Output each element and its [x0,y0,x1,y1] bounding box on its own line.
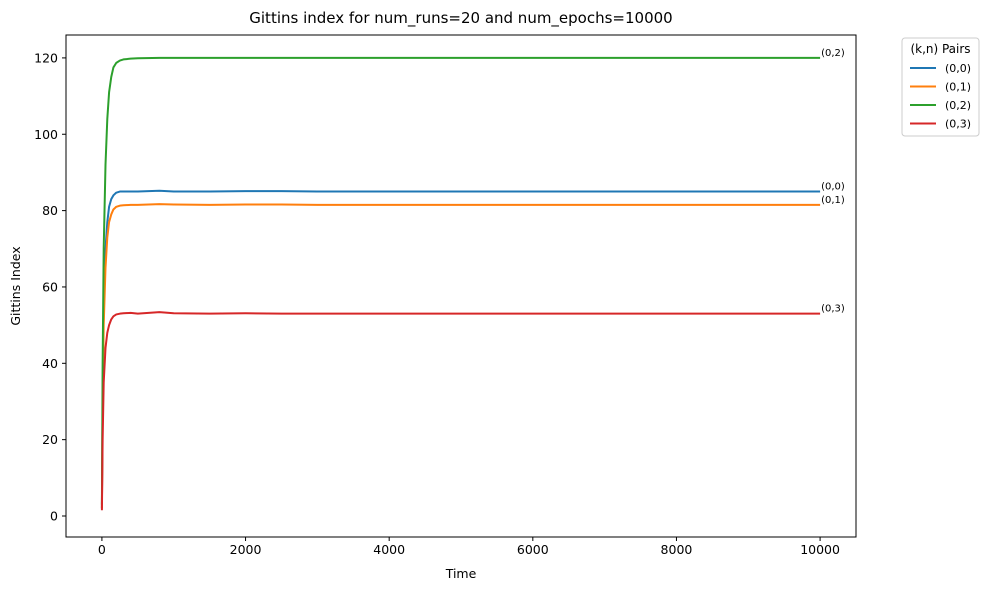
chart-title: Gittins index for num_runs=20 and num_ep… [249,9,672,28]
legend-title: (k,n) Pairs [910,42,970,56]
x-tick-label: 10000 [800,542,840,557]
legend-label: (0,3) [945,118,971,131]
legend-box [901,37,980,137]
x-tick-label: 2000 [230,542,262,557]
series-line [100,189,821,509]
x-tick-label: 4000 [373,542,405,557]
y-tick-label: 60 [42,279,58,294]
y-tick-label: 100 [34,127,58,142]
legend-label: (0,0) [945,62,971,75]
x-tick-label: 6000 [517,542,549,557]
plot-area: (0,0) (0,1) (0,2) (0,3) [100,48,845,511]
x-axis-label: Time [445,566,477,581]
y-tick-label: 0 [50,509,58,524]
axis-ticks: 0 2000 4000 6000 8000 10000 0 20 40 60 80 100 120 [34,50,840,557]
series-line [100,56,821,505]
y-tick-label: 20 [42,432,58,447]
series-end-label: (0,2) [821,48,845,59]
legend-label: (0,2) [945,99,971,112]
y-tick-label: 80 [42,203,58,218]
legend-label: (0,1) [945,81,971,94]
y-axis-label: Gittins Index [8,246,23,325]
series-end-label: (0,0) [821,182,845,193]
x-tick-label: 8000 [661,542,693,557]
x-tick-label: 0 [98,542,106,557]
series-end-label: (0,3) [821,304,845,315]
legend: (k,n) Pairs (0,0) (0,1) (0,2) (0,3) [901,37,980,137]
axes-frame [65,34,857,538]
y-tick-label: 120 [34,50,58,65]
series-line [100,203,821,509]
series-line [100,311,821,511]
y-tick-label: 40 [42,356,58,371]
series-end-label: (0,1) [821,195,845,206]
